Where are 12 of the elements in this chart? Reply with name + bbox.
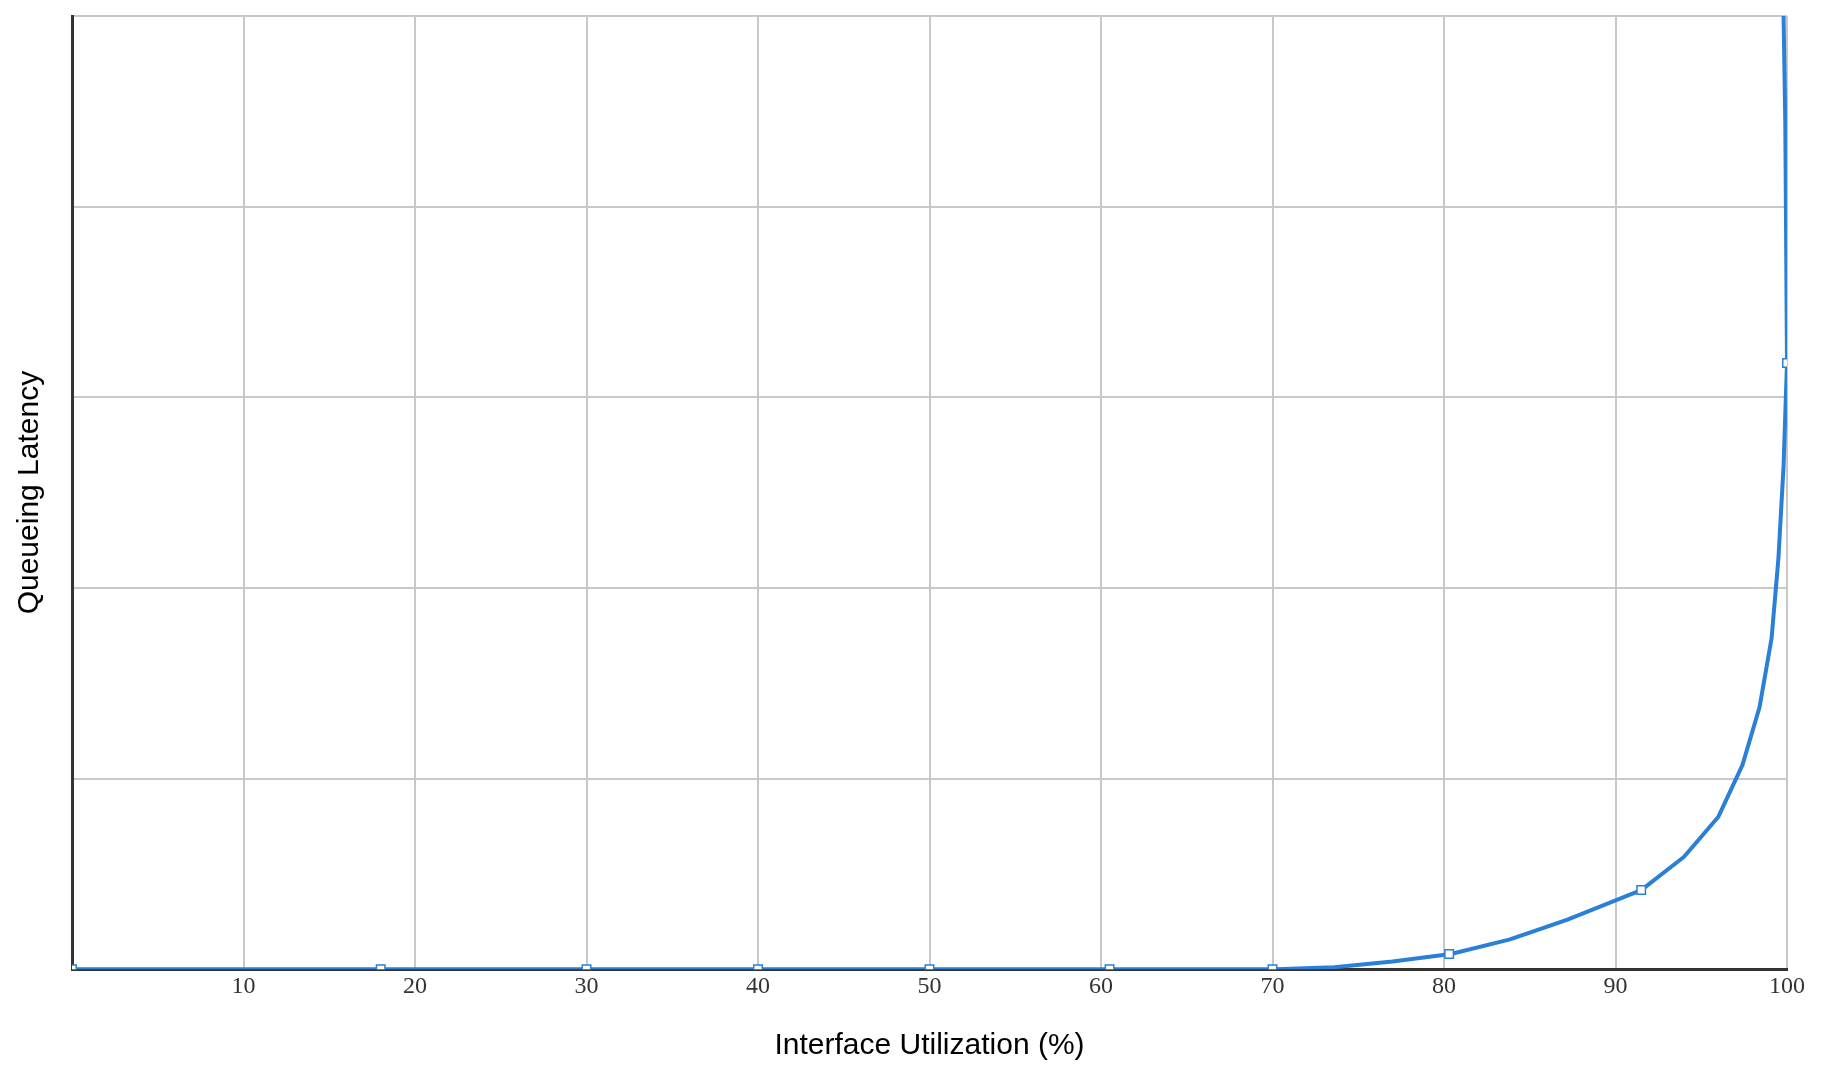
x-tick-label: 80 bbox=[1432, 971, 1456, 998]
x-tick-label: 60 bbox=[1089, 971, 1113, 998]
x-tick-label: 50 bbox=[917, 971, 942, 998]
x-axis-title: Interface Utilization (%) bbox=[774, 1027, 1085, 1061]
x-tick-label: 30 bbox=[574, 971, 599, 998]
x-tick-label: 20 bbox=[403, 971, 427, 998]
x-tick-label: 70 bbox=[1260, 971, 1285, 998]
y-axis-title: Queueing Latency bbox=[11, 370, 45, 615]
x-tick-label: 90 bbox=[1603, 971, 1628, 998]
x-tick-label: 10 bbox=[231, 971, 256, 998]
x-tick-label: 100 bbox=[1769, 971, 1805, 998]
x-tick-label: 40 bbox=[746, 971, 770, 998]
